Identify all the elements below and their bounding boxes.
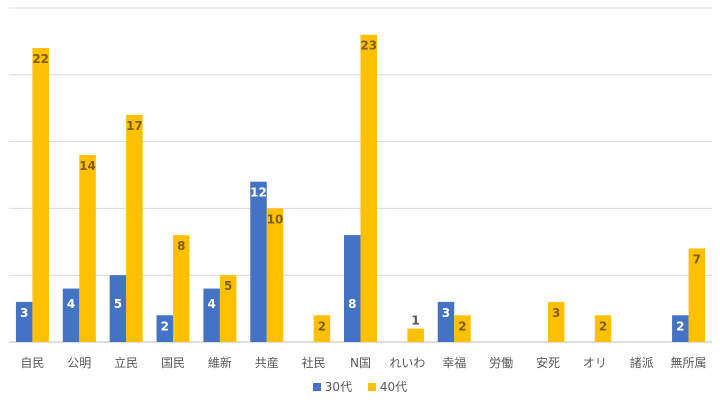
bar-40s [407,328,424,342]
legend-label-30s: 30代 [324,380,353,394]
data-label: 22 [32,52,49,66]
x-tick-label: れいわ [389,356,425,370]
data-label: 4 [207,297,215,311]
data-label: 2 [458,319,466,333]
bar-30s [203,288,220,342]
x-tick-label: オリ [583,356,607,370]
data-label: 2 [318,319,326,333]
data-label: 2 [599,319,607,333]
legend-item-40s: 40代 [367,378,408,395]
data-label: 3 [442,306,450,320]
legend-swatch-40s [367,382,376,391]
bar-30s [156,315,174,342]
x-tick-label: 公明 [67,356,91,370]
bar-40s [266,208,284,342]
bar-40s [547,301,565,342]
legend-item-30s: 30代 [312,378,353,395]
bar-30s [62,288,80,342]
x-tick-label: 社民 [302,355,326,370]
data-label: 3 [552,306,560,320]
bar-40s [688,248,706,342]
data-label: 23 [360,39,377,53]
x-tick-label: 維新 [208,355,232,370]
data-label: 2 [676,319,684,333]
bar-30s [15,301,33,342]
data-label: 4 [67,297,75,311]
data-label: 17 [126,119,143,133]
data-label: 1 [411,314,419,328]
data-label: 8 [348,297,356,311]
data-label: 10 [267,212,284,226]
x-tick-label: 国民 [161,356,185,370]
bar-40s [32,48,49,342]
bar-30s [250,181,267,342]
data-label: 3 [20,306,28,320]
legend-swatch-30s [312,382,321,391]
bar-30s [672,315,689,342]
data-label: 5 [224,279,232,293]
x-tick-label: N国 [350,356,371,370]
x-tick-labels: 自民 公明 立民 国民 維新 共産 社民 N国 れいわ 幸福 労働 安死 オリ 諸派 無所属 [20,355,706,370]
x-tick-label: 立民 [114,355,138,370]
bar-40s [594,315,612,342]
x-tick-label: 自民 [20,356,44,370]
x-tick-label: 諸派 [630,355,654,370]
bar-30s [437,301,455,342]
bar-40s [126,114,143,342]
x-tick-label: 安死 [536,355,560,370]
x-tick-label: 共産 [255,355,279,370]
data-label: 2 [161,319,169,333]
bar-40s [173,235,190,342]
data-label: 7 [693,252,701,266]
data-label: 14 [79,159,96,173]
bars [15,34,706,342]
x-tick-label: 無所属 [671,355,707,370]
bar-30s [344,235,361,342]
data-label: 12 [250,186,267,200]
bar-40s [79,154,96,342]
x-tick-label: 幸福 [442,355,466,370]
bar-40s [454,315,471,342]
bar-40s [360,34,377,342]
bar-40s [219,275,237,342]
legend: 30代 40代 [0,378,720,395]
legend-label-40s: 40代 [379,380,408,394]
bar-40s [313,315,331,342]
data-label: 5 [114,297,122,311]
x-tick-label: 労働 [489,356,513,370]
data-label: 8 [177,239,185,253]
bar-30s [109,275,127,342]
